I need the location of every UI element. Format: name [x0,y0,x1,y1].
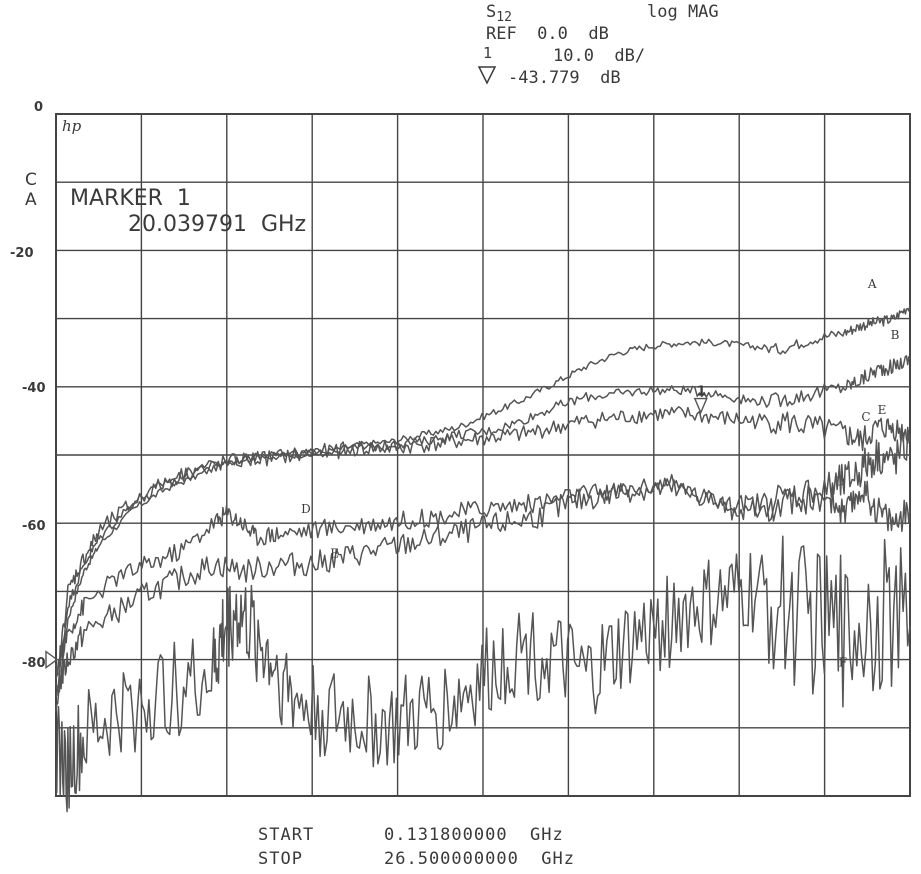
reference-position-icon [45,650,59,669]
y-tick-label-0: 0 [34,100,44,115]
series-inline-label-D: D [301,502,311,516]
series-label-E: E [878,403,887,417]
reference-level: REF 0.0 dB [486,24,609,44]
hp-logo: hp [62,117,82,135]
marker-value: -43.779 dB [508,68,621,88]
marker-title: MARKER 1 [70,186,191,211]
channel-label-a: A [25,190,37,210]
header-marker-index: 1 [483,44,493,62]
y-tick-label-60: -60 [22,519,46,534]
start-label: START [258,825,315,845]
channel-label-c: C [25,170,37,190]
series-label-B: B [891,328,900,342]
marker-1-label: 1 [697,385,706,400]
series-line-A [55,304,911,712]
series-line-F [55,535,911,813]
format-label: log MAG [647,2,719,22]
start-frequency: 0.131800000 GHz [384,825,564,845]
y-tick-label-80: -80 [22,656,46,671]
series-line-C [55,406,911,680]
series-line-D [55,473,911,677]
y-tick-label-40: -40 [22,381,46,396]
series-line-E [55,426,911,693]
scale-per-division: 10.0 dB/ [553,46,646,66]
marker-1-triangle [693,397,708,415]
series-label-A: A [867,277,877,291]
series-label-C: C [861,410,870,424]
parameter-label: S12 [486,2,512,25]
series-inline-label-E: E [330,546,339,560]
marker-triangle-icon [477,66,497,85]
marker-frequency: 20.039791 GHz [128,212,307,237]
marker-group: 1 [45,385,708,669]
stop-label: STOP [258,849,303,869]
stop-frequency: 26.500000000 GHz [384,849,575,869]
y-tick-label-20: -20 [10,246,34,261]
graticule [55,113,911,797]
series-label-F: F [839,655,847,669]
